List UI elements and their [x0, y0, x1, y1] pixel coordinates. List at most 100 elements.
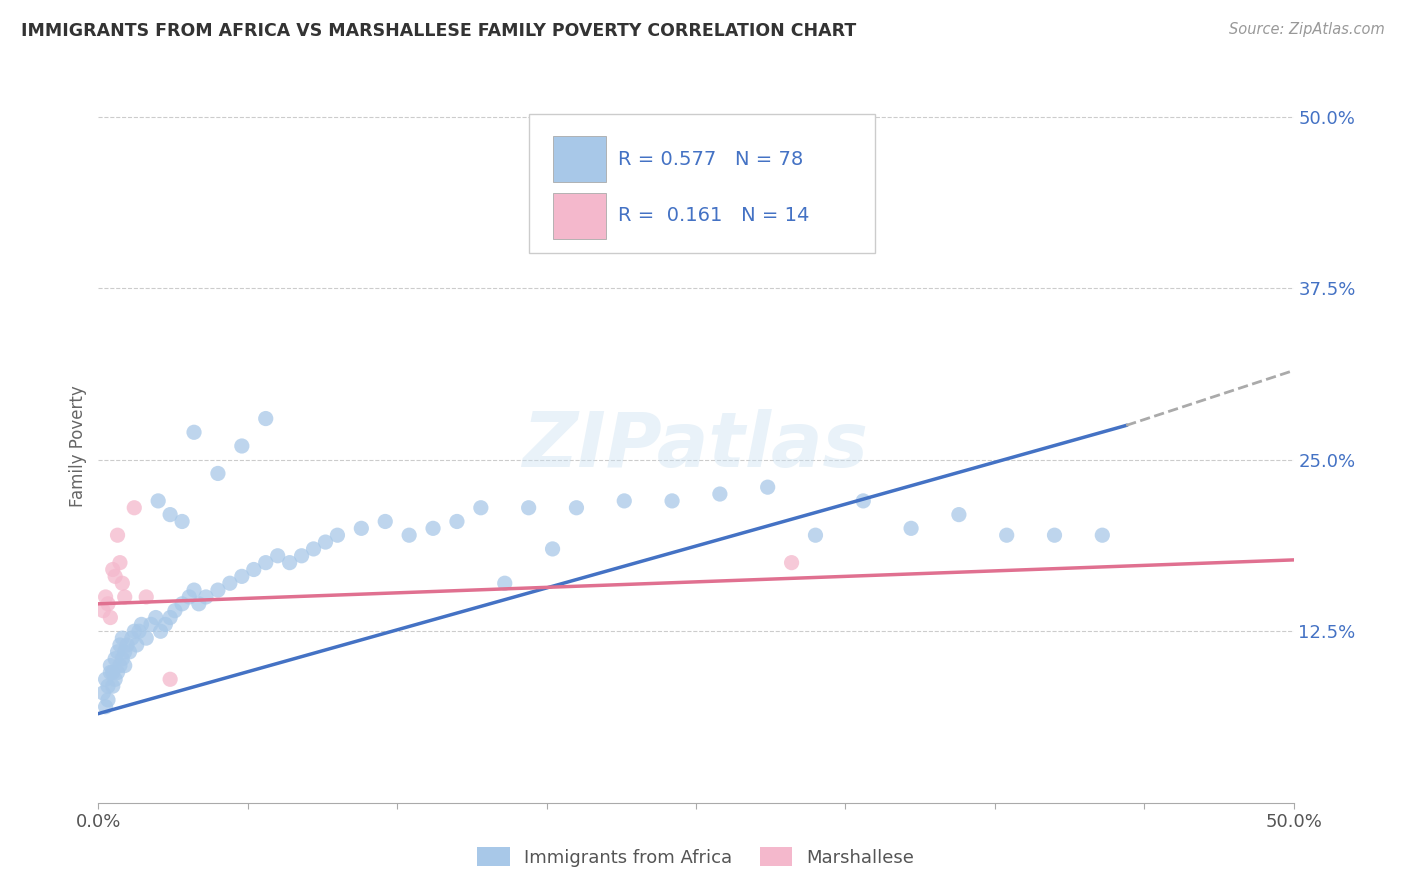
- Point: [91, 604, 114, 618]
- Point: [104, 569, 127, 583]
- Point: [111, 576, 134, 591]
- Point: [101, 665, 124, 680]
- Point: [101, 679, 124, 693]
- Point: [94, 699, 117, 714]
- Point: [194, 590, 218, 604]
- Point: [149, 624, 172, 639]
- Point: [948, 508, 970, 522]
- Point: [207, 583, 229, 598]
- Point: [231, 439, 253, 453]
- Point: [422, 521, 444, 535]
- Point: [541, 541, 564, 556]
- Point: [104, 673, 127, 687]
- Point: [111, 631, 134, 645]
- Point: [172, 515, 194, 529]
- Point: [155, 617, 177, 632]
- Point: [111, 651, 134, 665]
- Point: [995, 528, 1018, 542]
- Point: [101, 562, 124, 576]
- Point: [114, 590, 136, 604]
- Text: R = 0.577   N = 78: R = 0.577 N = 78: [619, 150, 804, 169]
- Point: [780, 556, 803, 570]
- Point: [107, 645, 129, 659]
- Text: R =  0.161   N = 14: R = 0.161 N = 14: [619, 206, 810, 225]
- Point: [900, 521, 922, 535]
- FancyBboxPatch shape: [529, 114, 875, 253]
- Bar: [553, 193, 606, 239]
- Point: [243, 562, 266, 576]
- Point: [114, 658, 136, 673]
- Point: [207, 467, 229, 481]
- Point: [172, 597, 194, 611]
- Point: [187, 597, 209, 611]
- Point: [135, 590, 157, 604]
- Point: [179, 590, 201, 604]
- Point: [326, 528, 349, 542]
- Point: [97, 679, 120, 693]
- Point: [94, 673, 117, 687]
- Text: IMMIGRANTS FROM AFRICA VS MARSHALLESE FAMILY POVERTY CORRELATION CHART: IMMIGRANTS FROM AFRICA VS MARSHALLESE FA…: [21, 22, 856, 40]
- Point: [219, 576, 242, 591]
- Point: [107, 528, 129, 542]
- Point: [278, 556, 301, 570]
- Point: [124, 500, 146, 515]
- Bar: [553, 136, 606, 182]
- Point: [254, 411, 277, 425]
- Point: [97, 693, 120, 707]
- Point: [517, 500, 540, 515]
- Point: [446, 515, 468, 529]
- Point: [128, 624, 150, 639]
- Point: [613, 494, 636, 508]
- Point: [145, 610, 167, 624]
- Point: [159, 673, 181, 687]
- Point: [374, 515, 396, 529]
- Point: [1043, 528, 1066, 542]
- Point: [124, 624, 146, 639]
- Text: Source: ZipAtlas.com: Source: ZipAtlas.com: [1229, 22, 1385, 37]
- Point: [494, 576, 516, 591]
- Point: [183, 425, 205, 440]
- Point: [108, 638, 131, 652]
- Point: [302, 541, 325, 556]
- Point: [97, 597, 120, 611]
- Point: [121, 631, 143, 645]
- Point: [125, 638, 148, 652]
- Point: [98, 658, 122, 673]
- Point: [98, 665, 122, 680]
- Point: [104, 651, 127, 665]
- Point: [661, 494, 683, 508]
- Point: [793, 227, 815, 241]
- Point: [1091, 528, 1114, 542]
- Point: [108, 556, 131, 570]
- Point: [148, 494, 170, 508]
- Point: [804, 528, 827, 542]
- Point: [756, 480, 779, 494]
- Point: [183, 583, 205, 598]
- Point: [94, 590, 117, 604]
- Point: [159, 508, 181, 522]
- Point: [267, 549, 290, 563]
- Point: [291, 549, 314, 563]
- Point: [709, 487, 731, 501]
- Point: [139, 617, 162, 632]
- Point: [131, 617, 153, 632]
- Point: [852, 494, 875, 508]
- Point: [565, 500, 588, 515]
- Point: [107, 665, 129, 680]
- Point: [108, 658, 131, 673]
- Point: [231, 569, 253, 583]
- Point: [470, 500, 492, 515]
- Point: [254, 556, 277, 570]
- Point: [91, 686, 114, 700]
- Point: [163, 604, 186, 618]
- Point: [315, 535, 337, 549]
- Point: [118, 645, 141, 659]
- Point: [115, 638, 138, 652]
- Text: ZIPatlas: ZIPatlas: [523, 409, 869, 483]
- Point: [350, 521, 373, 535]
- Point: [398, 528, 420, 542]
- Point: [98, 610, 122, 624]
- Point: [135, 631, 157, 645]
- Legend: Immigrants from Africa, Marshallese: Immigrants from Africa, Marshallese: [468, 838, 924, 876]
- Point: [159, 610, 181, 624]
